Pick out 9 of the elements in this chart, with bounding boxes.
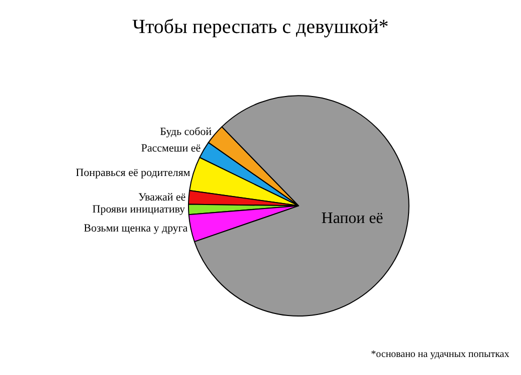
slice-label: Понравься её родителям — [76, 167, 190, 180]
chart-title: Чтобы переспать с девушкой* — [132, 16, 389, 38]
slice-label: Уважай её — [138, 191, 186, 204]
text: *основано на удачных попытках — [371, 349, 510, 360]
slice-label: Возьми щенка у друга — [84, 222, 188, 235]
slice-label: Напои её — [321, 210, 384, 228]
slice-label: Рассмеши её — [141, 142, 201, 154]
slice-label: Прояви инициативу — [92, 203, 186, 216]
slice-label: Будь собой — [160, 126, 212, 138]
